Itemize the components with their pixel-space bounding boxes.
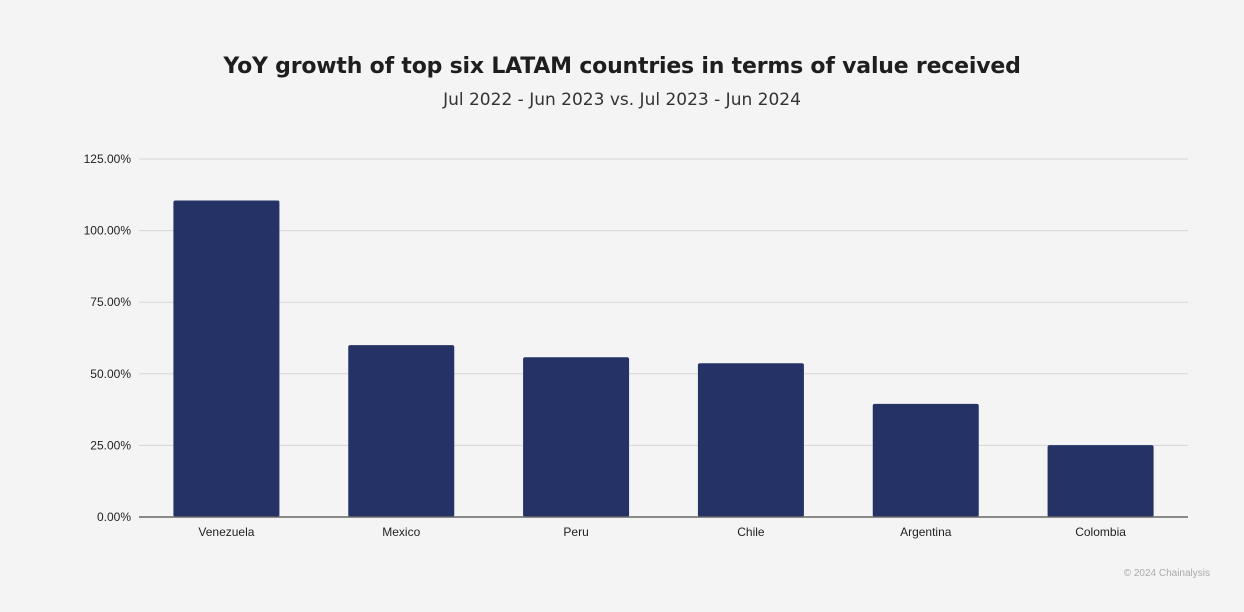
chart-title: YoY growth of top six LATAM countries in… (223, 54, 1021, 79)
x-tick-label: Chile (737, 525, 765, 539)
bar-mexico (348, 345, 455, 517)
y-tick-label: 75.00% (90, 295, 131, 309)
x-tick-label: Mexico (382, 525, 420, 539)
y-tick-label: 50.00% (90, 367, 131, 381)
y-tick-label: 100.00% (84, 224, 132, 238)
x-tick-label: Peru (563, 525, 588, 539)
bar-venezuela (173, 200, 280, 517)
x-tick-label: Venezuela (198, 525, 254, 539)
bar-chile (697, 363, 804, 517)
copyright-credit: © 2024 Chainalysis (1123, 568, 1210, 579)
y-tick-label: 25.00% (90, 438, 131, 452)
y-tick-label: 125.00% (84, 152, 132, 166)
bar-argentina (872, 403, 979, 517)
y-tick-label: 0.00% (97, 510, 131, 524)
bar-peru (523, 357, 630, 517)
x-tick-label: Argentina (900, 525, 952, 539)
bar-colombia (1047, 445, 1154, 517)
x-tick-label: Colombia (1075, 525, 1126, 539)
chart-subtitle: Jul 2022 - Jun 2023 vs. Jul 2023 - Jun 2… (443, 90, 801, 110)
